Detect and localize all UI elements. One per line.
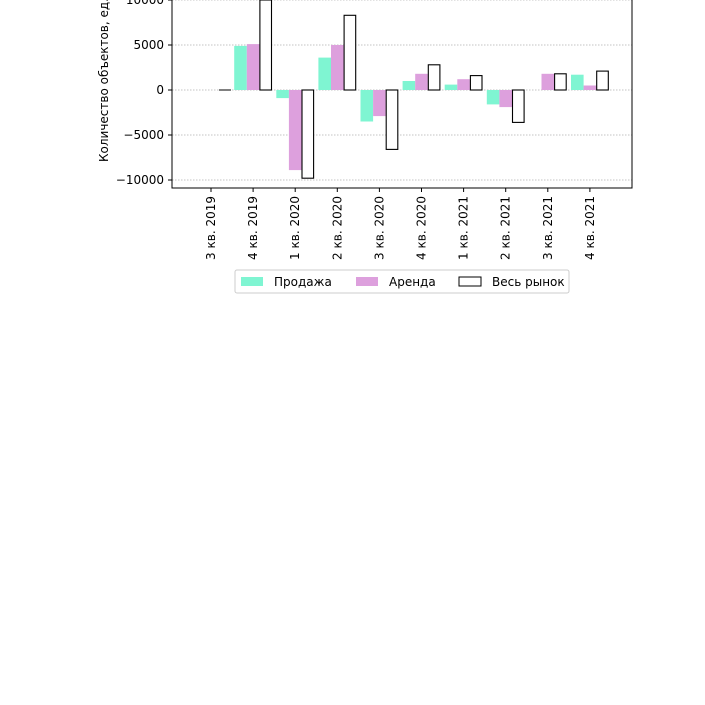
bar-rent	[499, 90, 512, 108]
bar-sale	[234, 45, 247, 90]
y-tick-label: −5000	[123, 128, 164, 142]
x-tick-label: 2 кв. 2020	[330, 196, 344, 260]
bar-total-market	[343, 14, 357, 91]
y-axis: −10000 −5000 0 5000 10000	[116, 0, 172, 187]
legend-label: Весь рынок	[492, 275, 565, 289]
x-tick-label: 2 кв. 2021	[499, 196, 513, 260]
x-tick-label: 3 кв. 2021	[541, 196, 555, 260]
bar-sale	[402, 81, 416, 90]
bar-rent	[373, 90, 386, 117]
bar-rent	[541, 73, 555, 90]
bar-sale	[571, 74, 584, 90]
y-axis-label: Количество объектов, ед.	[97, 0, 111, 162]
x-tick-label: 4 кв. 2020	[415, 196, 429, 260]
legend-swatch	[241, 277, 263, 286]
legend-label: Аренда	[389, 275, 436, 289]
legend: Продажа Аренда Весь рынок	[234, 269, 570, 294]
x-tick-label: 1 кв. 2021	[457, 196, 471, 260]
bar-total-market	[554, 73, 567, 91]
x-tick-label: 3 кв. 2019	[204, 196, 218, 260]
x-tick-label: 4 кв. 2021	[583, 196, 597, 260]
x-tick-label: 1 кв. 2020	[288, 196, 302, 260]
bar-rent	[583, 85, 597, 90]
bar-sale	[318, 57, 331, 90]
y-tick-label: 0	[156, 83, 164, 97]
bar-total-market	[596, 70, 609, 91]
bar-sale	[444, 84, 458, 90]
bar-sale	[276, 90, 289, 99]
legend-swatch	[458, 276, 482, 287]
bar-total-market	[259, 0, 273, 91]
bar-rent	[246, 44, 260, 90]
bar-rent	[331, 45, 344, 90]
bar-total-market	[427, 64, 441, 91]
x-tick-label: 3 кв. 2020	[372, 196, 386, 260]
legend-box	[234, 269, 570, 294]
bar-rent	[288, 90, 302, 171]
legend-label: Продажа	[274, 275, 332, 289]
y-tick-label: −10000	[116, 173, 164, 187]
bar-total-market	[511, 89, 525, 123]
legend-swatch	[356, 277, 378, 286]
x-axis: 3 кв. 2019 4 кв. 2019 1 кв. 2020 2 кв. 2020…	[204, 188, 597, 260]
bar-rent	[415, 73, 428, 90]
bar-total-market	[301, 89, 315, 179]
plot-frame	[171, 0, 633, 189]
bars	[234, 0, 609, 179]
bar-total-market	[385, 89, 399, 150]
bar-sale	[486, 90, 500, 105]
x-tick-label: 4 кв. 2019	[246, 196, 260, 260]
bar-total-market	[469, 75, 483, 91]
bar-rent	[457, 79, 470, 90]
bar-sale	[360, 90, 374, 122]
y-tick-label: 5000	[133, 38, 164, 52]
y-tick-label: 10000	[126, 0, 164, 7]
